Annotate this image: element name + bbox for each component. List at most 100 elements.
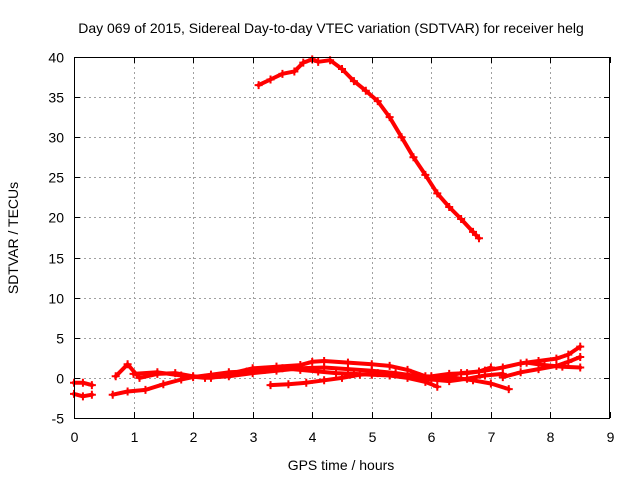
data-point bbox=[385, 113, 394, 122]
data-point bbox=[558, 362, 567, 371]
series-low-h bbox=[498, 353, 585, 382]
x-axis-label: GPS time / hours bbox=[288, 457, 395, 473]
grid bbox=[74, 57, 610, 418]
data-point bbox=[576, 342, 585, 351]
data-point bbox=[87, 381, 96, 390]
data-point bbox=[498, 363, 507, 372]
axis-ticks: 0 1 2 3 4 5 6 7 8 9 -5 0 5 10 15 20 25 30 35 40 bbox=[48, 50, 614, 446]
data-point bbox=[314, 57, 323, 66]
x-tick-label: 9 bbox=[607, 429, 615, 445]
data-point bbox=[480, 366, 489, 375]
x-tick-label: 0 bbox=[71, 429, 79, 445]
x-tick-label: 3 bbox=[250, 429, 258, 445]
data-point bbox=[201, 373, 210, 382]
data-point bbox=[141, 385, 150, 394]
data-point bbox=[123, 360, 132, 369]
data-point bbox=[409, 153, 418, 162]
y-tick-label: 5 bbox=[56, 331, 64, 347]
data-point bbox=[248, 369, 257, 378]
x-tick-label: 5 bbox=[369, 429, 377, 445]
data-point bbox=[338, 373, 346, 382]
series-high-arc bbox=[254, 55, 483, 243]
data-point bbox=[78, 378, 87, 387]
series-line bbox=[524, 360, 583, 370]
data-point bbox=[552, 354, 561, 363]
data-point bbox=[564, 357, 573, 366]
data-point bbox=[445, 369, 454, 378]
y-tick-label: 35 bbox=[48, 90, 64, 106]
data-point bbox=[290, 67, 299, 76]
data-point bbox=[463, 369, 472, 378]
data-point bbox=[391, 369, 400, 378]
data-point bbox=[433, 189, 442, 198]
data-point bbox=[343, 365, 352, 374]
data-point bbox=[516, 368, 525, 377]
data-point bbox=[278, 69, 287, 78]
data-point bbox=[299, 58, 308, 67]
data-point bbox=[153, 368, 162, 377]
data-point bbox=[445, 377, 454, 386]
x-tick-label: 2 bbox=[190, 429, 198, 445]
data-point bbox=[540, 361, 549, 370]
y-tick-label: 40 bbox=[48, 50, 64, 66]
data-point bbox=[108, 390, 117, 399]
y-tick-label: 0 bbox=[56, 371, 64, 387]
data-point bbox=[522, 358, 531, 367]
data-point bbox=[123, 387, 132, 396]
data-point bbox=[129, 369, 138, 378]
x-tick-label: 8 bbox=[547, 429, 555, 445]
y-tick-label: -5 bbox=[52, 411, 65, 427]
series-low-a bbox=[70, 378, 96, 390]
y-axis-label: SDTVAR / TECUs bbox=[5, 182, 21, 294]
data-point bbox=[498, 373, 507, 382]
series-low-i bbox=[522, 358, 585, 372]
series-low-f bbox=[266, 369, 507, 390]
data-point bbox=[338, 65, 346, 74]
data-point bbox=[308, 357, 317, 366]
series-low-g bbox=[427, 342, 585, 381]
data-point bbox=[284, 380, 293, 389]
x-tick-label: 7 bbox=[488, 429, 496, 445]
series-low-b bbox=[70, 389, 96, 401]
data-point bbox=[332, 369, 341, 378]
data-point bbox=[355, 370, 364, 379]
x-tick-label: 6 bbox=[428, 429, 436, 445]
data-point bbox=[534, 365, 543, 374]
series-line bbox=[429, 344, 583, 379]
series-line bbox=[256, 57, 481, 241]
data-point bbox=[373, 97, 382, 106]
data-point bbox=[486, 379, 495, 388]
data-point bbox=[403, 365, 412, 374]
data-point bbox=[361, 86, 370, 95]
data-series bbox=[70, 55, 585, 401]
data-point bbox=[302, 378, 311, 387]
data-point bbox=[564, 350, 573, 359]
y-tick-label: 15 bbox=[48, 251, 64, 267]
data-point bbox=[224, 372, 233, 381]
data-point bbox=[78, 392, 87, 401]
chart-title: Day 069 of 2015, Sidereal Day-to-day VTE… bbox=[78, 20, 584, 36]
data-point bbox=[87, 390, 96, 399]
data-point bbox=[111, 372, 120, 381]
data-point bbox=[427, 372, 436, 381]
data-point bbox=[320, 363, 329, 372]
data-point bbox=[349, 77, 358, 86]
data-point bbox=[397, 133, 406, 142]
plot-frame bbox=[74, 57, 610, 419]
x-tick-label: 4 bbox=[309, 429, 317, 445]
y-tick-label: 30 bbox=[48, 130, 64, 146]
data-point bbox=[474, 234, 483, 243]
data-point bbox=[421, 170, 430, 179]
y-tick-label: 10 bbox=[48, 291, 64, 307]
y-tick-label: 20 bbox=[48, 210, 64, 226]
data-point bbox=[266, 381, 275, 390]
data-point bbox=[576, 353, 585, 362]
data-point bbox=[254, 81, 263, 90]
data-point bbox=[457, 215, 466, 224]
data-point bbox=[159, 380, 168, 389]
y-tick-label: 25 bbox=[48, 170, 64, 186]
data-point bbox=[576, 363, 585, 372]
data-point bbox=[272, 366, 281, 375]
data-point bbox=[385, 361, 394, 370]
